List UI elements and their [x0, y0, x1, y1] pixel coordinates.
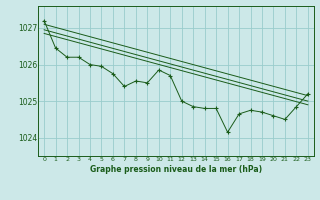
- X-axis label: Graphe pression niveau de la mer (hPa): Graphe pression niveau de la mer (hPa): [90, 165, 262, 174]
